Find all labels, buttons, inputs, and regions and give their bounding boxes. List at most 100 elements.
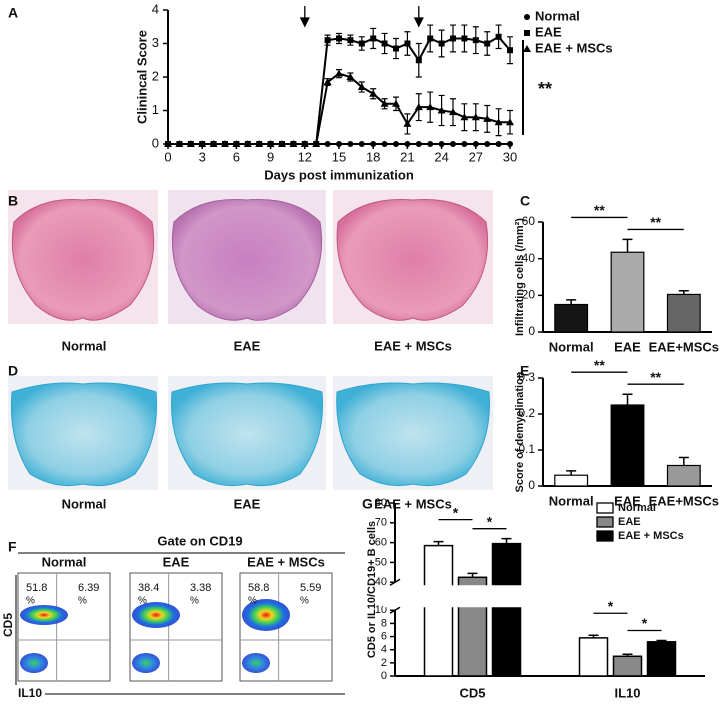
significance: * (642, 615, 648, 631)
y-tick-label: 70 (375, 517, 387, 529)
legend-label: EAE + MSCs (535, 40, 613, 55)
y-axis-label: Clinincal Score (134, 30, 149, 124)
flow-plots: Normal 51.8% 6.39% EAE 38.4% 3.38% EAE + MSCs 5… (17, 554, 333, 682)
bar (612, 655, 643, 677)
marker (495, 141, 502, 147)
y-tick-label: 60 (522, 214, 536, 228)
significance: * (487, 513, 493, 529)
x-tick-label: EAE+MSCs (649, 493, 719, 508)
bar (666, 293, 701, 333)
section (336, 382, 490, 487)
error-bar (501, 537, 512, 544)
marker (381, 141, 388, 147)
marker (369, 89, 378, 97)
x-tick-label: 30 (503, 149, 517, 164)
marker (524, 30, 530, 36)
y-tick-label: 50 (375, 556, 387, 568)
image-caption: EAE (234, 496, 261, 511)
marker (255, 140, 264, 147)
marker (221, 140, 229, 147)
marker (346, 73, 355, 80)
marker (393, 45, 399, 52)
marker (175, 140, 184, 147)
error-bar (622, 393, 633, 405)
population (242, 599, 290, 631)
quadrant-unit: % (26, 596, 35, 607)
marker (414, 103, 423, 111)
image-caption: EAE + MSCs (374, 338, 452, 353)
marker (507, 47, 513, 54)
panel-label: A (8, 5, 18, 21)
x-tick-label: 3 (199, 149, 206, 164)
y-axis-label: CD5 or IL10/CD19+ B cells (366, 521, 378, 658)
legend-label: EAE (618, 516, 641, 528)
y-tick-label: 3 (152, 35, 159, 50)
error-bar (588, 634, 599, 638)
population (20, 653, 48, 673)
marker (484, 40, 491, 47)
marker (461, 141, 468, 147)
section (11, 198, 155, 321)
section (10, 382, 158, 487)
error-bar (622, 238, 633, 253)
significance: ** (650, 369, 661, 385)
section (336, 199, 489, 321)
significance: * (453, 504, 459, 520)
marker (507, 141, 513, 147)
y-tick-label: 4 (381, 644, 387, 656)
legend-label: EAE (535, 24, 562, 39)
panel-label: G (362, 496, 373, 512)
flow-title: Gate on CD19 (157, 533, 242, 548)
legend-label: Normal (618, 502, 656, 514)
marker (381, 40, 388, 47)
bar (423, 544, 454, 677)
error-bar (656, 639, 667, 642)
marker (370, 35, 377, 42)
series-line (168, 72, 510, 145)
x-tick-label: EAE+MSCs (649, 339, 719, 354)
series-line (168, 35, 511, 145)
significance: ** (650, 214, 661, 230)
marker (347, 37, 354, 44)
quadrant-value: 5.59 (300, 582, 321, 594)
marker (380, 99, 389, 107)
marker (494, 118, 503, 126)
significance: ** (594, 357, 605, 373)
marker (426, 103, 435, 111)
y-tick-label: 60 (375, 537, 387, 549)
y-tick-label: 80 (375, 497, 387, 509)
panel-label: D (8, 363, 18, 379)
x-tick-label: EAE (614, 493, 641, 508)
bar (666, 464, 701, 487)
error-bar (622, 653, 633, 657)
marker (438, 40, 445, 47)
y-tick-label: 0.1 (518, 442, 535, 456)
marker (370, 141, 377, 147)
panel-label: B (8, 193, 18, 209)
x-tick-label: EAE (614, 339, 641, 354)
section (171, 199, 323, 321)
x-tick-label: 0 (164, 149, 171, 164)
marker (209, 140, 218, 147)
marker (403, 119, 412, 127)
bar (610, 251, 645, 333)
marker (312, 140, 321, 147)
bar (554, 474, 589, 487)
flow-column: EAE + MSCs (247, 554, 325, 569)
panel-label: C (520, 193, 530, 209)
image-caption: EAE (234, 338, 261, 353)
population (242, 653, 270, 673)
y-tick-label: 0 (152, 135, 159, 150)
y-tick-label: 2 (152, 68, 159, 83)
section (171, 382, 323, 487)
marker (460, 113, 469, 121)
x-axis-label: Days post immunization (264, 167, 414, 182)
quadrant-value: 38.4 (138, 582, 159, 594)
quadrant-value: 58.8 (248, 582, 269, 594)
marker (266, 140, 275, 147)
x-tick-label: Normal (549, 493, 594, 508)
marker (415, 141, 422, 147)
marker (324, 37, 331, 44)
y-tick-label: 0 (528, 324, 535, 338)
